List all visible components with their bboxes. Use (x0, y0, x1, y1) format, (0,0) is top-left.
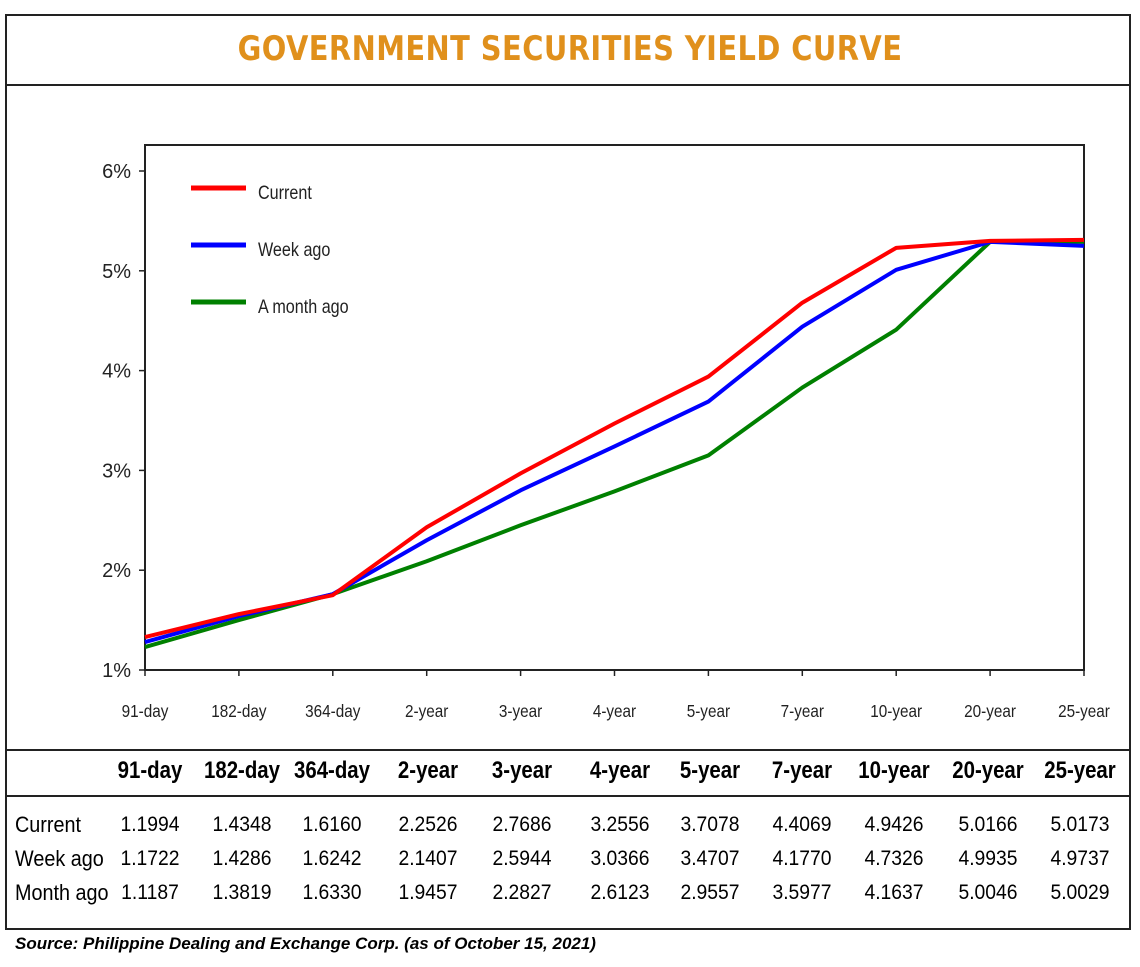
table-cell: 2.6123 (590, 881, 650, 904)
table-cell: 3.4707 (680, 847, 740, 870)
x-tick-label: 91-day (122, 701, 169, 721)
table-cell: 5.0166 (958, 813, 1018, 836)
x-tick-label: 3-year (499, 701, 543, 721)
table-cell: 2.1407 (398, 847, 458, 870)
y-tick-label: 2% (102, 560, 131, 582)
table-cell: 1.1994 (120, 813, 180, 836)
table-column-header: 2-year (397, 757, 459, 784)
table-cell: 3.5977 (772, 881, 832, 904)
table-row-label: Month ago (15, 880, 109, 905)
table-cell: 2.9557 (680, 881, 740, 904)
table-cell: 4.1637 (864, 881, 924, 904)
legend-label: Current (258, 182, 312, 204)
table-cell: 1.3819 (212, 881, 272, 904)
yield-curve-chart: 1% 2% 3% 4% 5% 6% 91-day 182-day 364-day 2-year 3-… (102, 144, 1110, 721)
y-tick-label: 3% (102, 460, 131, 482)
legend-label: Week ago (258, 239, 331, 261)
y-tick-label: 6% (102, 161, 131, 183)
plot-area (144, 144, 1085, 671)
x-tick-label: 182-day (211, 701, 267, 721)
x-tick-label: 4-year (593, 701, 637, 721)
table-cell: 5.0173 (1050, 813, 1110, 836)
table-row-label: Current (15, 812, 82, 837)
table-cell: 1.9457 (398, 881, 458, 904)
table-cell: 1.6160 (302, 813, 362, 836)
table-cell: 1.4348 (212, 813, 272, 836)
table-cell: 3.2556 (590, 813, 650, 836)
x-tick-label: 20-year (964, 701, 1016, 721)
y-tick-label: 5% (102, 261, 131, 283)
table-cell: 1.6330 (302, 881, 362, 904)
table-column-header: 3-year (491, 757, 553, 784)
table-cell: 2.2827 (492, 881, 552, 904)
table-cell: 4.9737 (1050, 847, 1110, 870)
table-header-divider (5, 795, 1131, 797)
table-cell: 1.4286 (212, 847, 272, 870)
table-cell: 4.4069 (772, 813, 832, 836)
table-cell: 2.5944 (492, 847, 552, 870)
table-cell: 5.0046 (958, 881, 1018, 904)
table-column-header: 20-year (952, 757, 1024, 784)
table-cell: 4.7326 (864, 847, 924, 870)
x-tick-label: 25-year (1058, 701, 1110, 721)
table-column-header: 5-year (679, 757, 741, 784)
table-cell: 1.1187 (121, 881, 179, 904)
table-column-header: 91-day (117, 757, 183, 784)
chart-title: GOVERNMENT SECURITIES YIELD CURVE (237, 29, 903, 69)
table-cell: 3.7078 (680, 813, 740, 836)
table-column-header: 10-year (858, 757, 930, 784)
table-cell: 1.6242 (302, 847, 362, 870)
y-tick-label: 4% (102, 361, 131, 383)
table-cell: 4.9935 (958, 847, 1018, 870)
table-cell: 1.1722 (120, 847, 180, 870)
x-tick-label: 2-year (405, 701, 449, 721)
table-column-header: 25-year (1044, 757, 1116, 784)
table-column-header: 364-day (294, 757, 370, 784)
table-row-label: Week ago (15, 846, 104, 871)
table-cell: 4.9426 (864, 813, 924, 836)
table-column-header: 182-day (204, 757, 280, 784)
legend-label: A month ago (258, 296, 349, 318)
title-divider (5, 84, 1131, 86)
table-cell: 2.2526 (398, 813, 458, 836)
table-column-header: 7-year (771, 757, 833, 784)
table-cell: 5.0029 (1050, 881, 1110, 904)
table-column-header: 4-year (589, 757, 651, 784)
table-cell: 2.7686 (492, 813, 552, 836)
y-tick-label: 1% (102, 660, 131, 682)
x-tick-label: 5-year (687, 701, 731, 721)
table-cell: 3.0366 (590, 847, 650, 870)
series-line-current (144, 237, 1085, 640)
table-cell: 4.1770 (772, 847, 832, 870)
source-note: Source: Philippine Dealing and Exchange … (15, 934, 596, 953)
table-top-divider (5, 749, 1131, 751)
x-tick-label: 364-day (305, 701, 361, 721)
x-tick-label: 10-year (870, 701, 922, 721)
infographic-frame (5, 14, 1131, 930)
x-tick-label: 7-year (781, 701, 825, 721)
